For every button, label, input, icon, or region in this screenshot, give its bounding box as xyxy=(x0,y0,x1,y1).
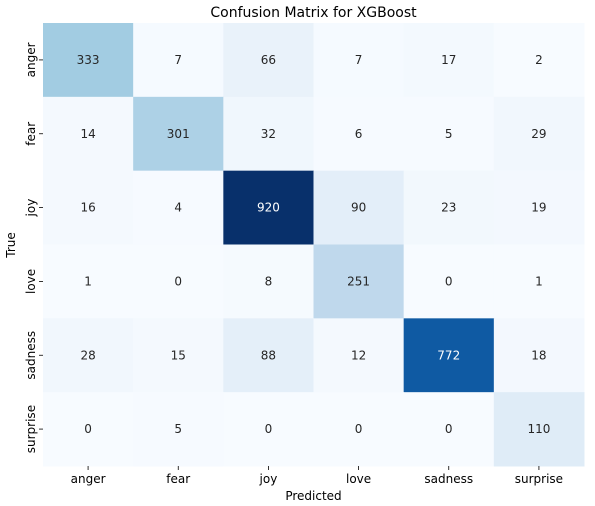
cell-value-label: 28 xyxy=(80,348,95,362)
heatmap-cell xyxy=(493,318,585,393)
heatmap-cell xyxy=(133,244,224,319)
heatmap-cell xyxy=(133,23,224,98)
cell-value-label: 6 xyxy=(355,127,363,141)
heatmap-cell xyxy=(43,96,134,172)
y-tick-label: sadness xyxy=(24,331,38,380)
heatmap-cell xyxy=(313,392,405,467)
x-tick-label: anger xyxy=(71,472,106,486)
heatmap-cell xyxy=(313,170,405,245)
cell-value-label: 7 xyxy=(174,53,182,67)
heatmap-cell xyxy=(403,244,495,319)
cell-value-label: 1 xyxy=(84,274,92,288)
x-tick-label: surprise xyxy=(515,472,563,486)
heatmap-cell xyxy=(223,23,314,98)
heatmap-cell xyxy=(223,96,314,172)
heatmap-cell xyxy=(43,318,134,393)
cell-value-label: 7 xyxy=(355,53,363,67)
heatmap-cell xyxy=(493,244,585,319)
cell-value-label: 4 xyxy=(174,201,182,215)
cell-value-label: 772 xyxy=(437,348,460,362)
heatmap-cell xyxy=(403,96,495,172)
cell-value-label: 0 xyxy=(445,274,453,288)
x-tick-label: sadness xyxy=(424,472,473,486)
cell-value-label: 5 xyxy=(174,422,182,436)
cell-value-label: 15 xyxy=(171,348,186,362)
heatmap-cell xyxy=(223,244,314,319)
heatmap-cell xyxy=(403,318,495,393)
heatmap-cell xyxy=(133,96,224,172)
heatmap-cell xyxy=(313,96,405,172)
x-axis-label: Predicted xyxy=(285,489,341,503)
x-tick-label: joy xyxy=(259,472,278,486)
cell-value-label: 90 xyxy=(351,201,366,215)
heatmap-cell xyxy=(43,23,134,98)
cell-value-label: 0 xyxy=(355,422,363,436)
heatmap-cell xyxy=(403,170,495,245)
x-tick-label: fear xyxy=(166,472,190,486)
cell-value-label: 0 xyxy=(84,422,92,436)
cell-value-label: 5 xyxy=(445,127,453,141)
y-axis-ticks: anger fear joy love sadness surprise xyxy=(24,42,43,453)
y-tick-label: love xyxy=(24,269,38,294)
heatmap-cell xyxy=(223,392,314,467)
y-tick-label: joy xyxy=(24,199,38,218)
heatmap-cell xyxy=(403,392,495,467)
heatmap-cell xyxy=(493,96,585,172)
y-tick-label: surprise xyxy=(24,405,38,453)
cell-value-label: 301 xyxy=(167,127,190,141)
y-tick-label: anger xyxy=(24,42,38,77)
cell-value-label: 920 xyxy=(257,201,280,215)
x-axis-ticks: anger fear joy love sadness surprise xyxy=(71,466,563,486)
heatmap-cell xyxy=(313,23,405,98)
cell-value-label: 0 xyxy=(174,274,182,288)
heatmap-cell xyxy=(223,170,314,245)
heatmap-cell xyxy=(43,392,134,467)
cell-value-label: 1 xyxy=(535,274,543,288)
cell-value-label: 8 xyxy=(265,274,273,288)
y-axis-label: True xyxy=(4,232,18,259)
heatmap-cell xyxy=(43,170,134,245)
cell-value-label: 251 xyxy=(347,274,370,288)
cell-value-label: 19 xyxy=(531,201,546,215)
chart-title: Confusion Matrix for XGBoost xyxy=(210,5,417,21)
heatmap-cell xyxy=(133,170,224,245)
cell-value-label: 29 xyxy=(531,127,546,141)
cell-value-label: 17 xyxy=(441,53,456,67)
cell-value-label: 14 xyxy=(80,127,95,141)
y-tick-label: fear xyxy=(24,122,38,146)
heatmap-cell xyxy=(223,318,314,393)
cell-value-label: 66 xyxy=(261,53,276,67)
cell-value-label: 32 xyxy=(261,127,276,141)
x-tick-label: love xyxy=(346,472,371,486)
cell-value-label: 0 xyxy=(445,422,453,436)
heatmap-cell xyxy=(133,392,224,467)
cell-value-label: 12 xyxy=(351,348,366,362)
heatmap-cell xyxy=(313,318,405,393)
heatmap-cell xyxy=(313,244,405,319)
cell-value-label: 18 xyxy=(531,348,546,362)
heatmap-cells: 333 7 66 7 17 2 14 301 32 6 5 29 16 4 920 90 23 19 1 0 8 251 0… xyxy=(43,23,585,467)
cell-value-label: 2 xyxy=(535,53,543,67)
cell-value-label: 110 xyxy=(527,422,550,436)
cell-value-label: 16 xyxy=(80,201,95,215)
heatmap-cell xyxy=(403,23,495,98)
heatmap-cell xyxy=(493,392,585,467)
heatmap-cell xyxy=(43,244,134,319)
cell-value-label: 88 xyxy=(261,348,276,362)
heatmap-cell xyxy=(133,318,224,393)
cell-value-label: 333 xyxy=(77,53,100,67)
cell-value-label: 0 xyxy=(265,422,273,436)
heatmap-cell xyxy=(493,170,585,245)
cell-value-label: 23 xyxy=(441,201,456,215)
heatmap-cell xyxy=(493,23,585,98)
